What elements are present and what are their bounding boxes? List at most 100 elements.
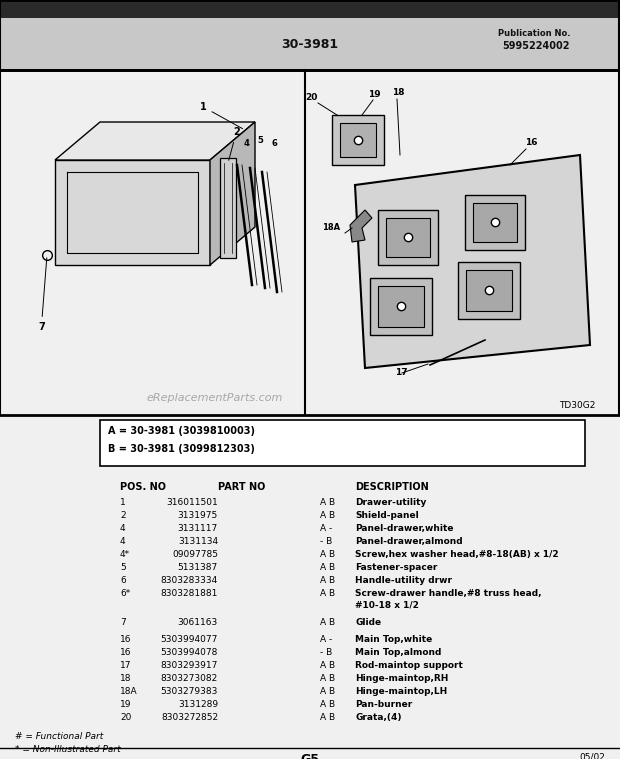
Text: Hinge-maintop,LH: Hinge-maintop,LH	[355, 687, 447, 696]
Text: A B: A B	[320, 563, 335, 572]
Text: 3131289: 3131289	[178, 700, 218, 709]
Text: POS. NO: POS. NO	[120, 482, 166, 492]
Text: G5: G5	[301, 753, 319, 759]
Text: 16: 16	[120, 648, 131, 657]
Bar	[220, 158, 236, 258]
Text: 19: 19	[120, 700, 131, 709]
Text: A B: A B	[320, 687, 335, 696]
Bar	[100, 420, 585, 466]
Polygon shape	[350, 210, 372, 242]
Text: 5: 5	[257, 136, 263, 145]
Text: 20: 20	[120, 713, 131, 722]
Bar	[332, 115, 384, 165]
Text: A B: A B	[320, 498, 335, 507]
Text: A -: A -	[320, 635, 332, 644]
Text: Hinge-maintop,RH: Hinge-maintop,RH	[355, 674, 448, 683]
Text: 8303272852: 8303272852	[161, 713, 218, 722]
Text: Rod-maintop support: Rod-maintop support	[355, 661, 463, 670]
Text: 3131134: 3131134	[178, 537, 218, 546]
Text: 3131975: 3131975	[178, 511, 218, 520]
Polygon shape	[55, 160, 210, 265]
Text: 20: 20	[305, 93, 317, 102]
Bar	[0, 0, 620, 18]
Text: eReplacementParts.com: eReplacementParts.com	[147, 393, 283, 403]
Text: A B: A B	[320, 674, 335, 683]
Bar	[473, 203, 517, 242]
Text: #10-18 x 1/2: #10-18 x 1/2	[355, 601, 419, 610]
Text: 6*: 6*	[120, 589, 130, 598]
Text: A B: A B	[320, 618, 335, 627]
Text: 18: 18	[392, 88, 404, 97]
Text: - B: - B	[320, 537, 332, 546]
Polygon shape	[355, 155, 590, 368]
Text: Screw-drawer handle,#8 truss head,: Screw-drawer handle,#8 truss head,	[355, 589, 541, 598]
Text: B = 30-3981 (3099812303): B = 30-3981 (3099812303)	[108, 444, 255, 454]
Bar	[0, 18, 620, 70]
Text: 7: 7	[120, 618, 126, 627]
Text: A B: A B	[320, 576, 335, 585]
Text: A B: A B	[320, 511, 335, 520]
Text: Main Top,almond: Main Top,almond	[355, 648, 441, 657]
Text: 3131117: 3131117	[178, 524, 218, 533]
Text: 18: 18	[120, 674, 131, 683]
Text: * = Non-Illustrated Part: * = Non-Illustrated Part	[15, 745, 121, 754]
Text: 5: 5	[120, 563, 126, 572]
Bar	[0, 415, 620, 759]
Text: 19: 19	[368, 90, 381, 99]
Text: A B: A B	[320, 700, 335, 709]
Text: 5303994077: 5303994077	[161, 635, 218, 644]
Bar	[378, 286, 424, 327]
Bar	[0, 70, 620, 415]
Text: 5995224002: 5995224002	[502, 41, 570, 51]
Text: A B: A B	[320, 713, 335, 722]
Text: Handle-utility drwr: Handle-utility drwr	[355, 576, 452, 585]
Text: PART NO: PART NO	[218, 482, 265, 492]
Text: 5131387: 5131387	[178, 563, 218, 572]
Text: 2: 2	[229, 127, 240, 160]
Text: 1: 1	[120, 498, 126, 507]
Text: 2: 2	[120, 511, 126, 520]
Bar	[466, 270, 512, 311]
Text: 5303994078: 5303994078	[161, 648, 218, 657]
Text: A B: A B	[320, 589, 335, 598]
Text: Grata,(4): Grata,(4)	[355, 713, 402, 722]
Bar	[386, 218, 430, 257]
Bar	[370, 278, 432, 335]
Text: 16: 16	[120, 635, 131, 644]
Polygon shape	[210, 122, 255, 265]
Text: 18A: 18A	[120, 687, 138, 696]
Text: TD30G2: TD30G2	[559, 401, 595, 410]
Bar	[458, 262, 520, 319]
Text: 4: 4	[120, 524, 126, 533]
Text: 5303279383: 5303279383	[161, 687, 218, 696]
Text: Fastener-spacer: Fastener-spacer	[355, 563, 437, 572]
Text: Shield-panel: Shield-panel	[355, 511, 419, 520]
Text: 8303293917: 8303293917	[161, 661, 218, 670]
Text: 18A: 18A	[322, 223, 340, 232]
Text: 3061163: 3061163	[178, 618, 218, 627]
Text: 30-3981: 30-3981	[281, 39, 339, 52]
Text: 1: 1	[200, 102, 242, 129]
Text: 8303281881: 8303281881	[161, 589, 218, 598]
Text: 8303273082: 8303273082	[161, 674, 218, 683]
Text: A B: A B	[320, 661, 335, 670]
Bar	[340, 123, 376, 157]
Text: Pan-burner: Pan-burner	[355, 700, 412, 709]
Text: 6: 6	[271, 139, 277, 148]
Text: A B: A B	[320, 550, 335, 559]
Text: 4: 4	[120, 537, 126, 546]
Text: # = Functional Part: # = Functional Part	[15, 732, 104, 741]
Text: Screw,hex washer head,#8-18(AB) x 1/2: Screw,hex washer head,#8-18(AB) x 1/2	[355, 550, 559, 559]
Text: 16: 16	[525, 138, 538, 147]
Text: 4: 4	[244, 139, 250, 148]
Text: 05/02: 05/02	[579, 753, 605, 759]
Text: Publication No.: Publication No.	[497, 29, 570, 37]
Polygon shape	[55, 122, 255, 160]
Text: 4*: 4*	[120, 550, 130, 559]
Text: 17: 17	[120, 661, 131, 670]
Text: 6: 6	[120, 576, 126, 585]
Text: Main Top,white: Main Top,white	[355, 635, 432, 644]
Bar	[378, 210, 438, 265]
Text: Panel-drawer,white: Panel-drawer,white	[355, 524, 453, 533]
Text: 17: 17	[395, 368, 407, 377]
